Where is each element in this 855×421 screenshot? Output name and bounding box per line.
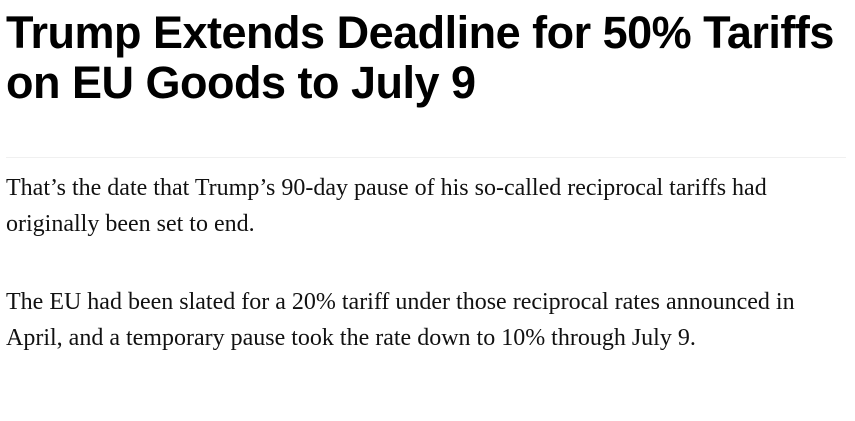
headline: Trump Extends Deadline for 50% Tariffs o… (6, 7, 834, 108)
paragraph: The EU had been slated for a 20% tariff … (6, 289, 795, 351)
paragraph: That’s the date that Trump’s 90-day paus… (6, 175, 767, 237)
divider (6, 157, 846, 158)
